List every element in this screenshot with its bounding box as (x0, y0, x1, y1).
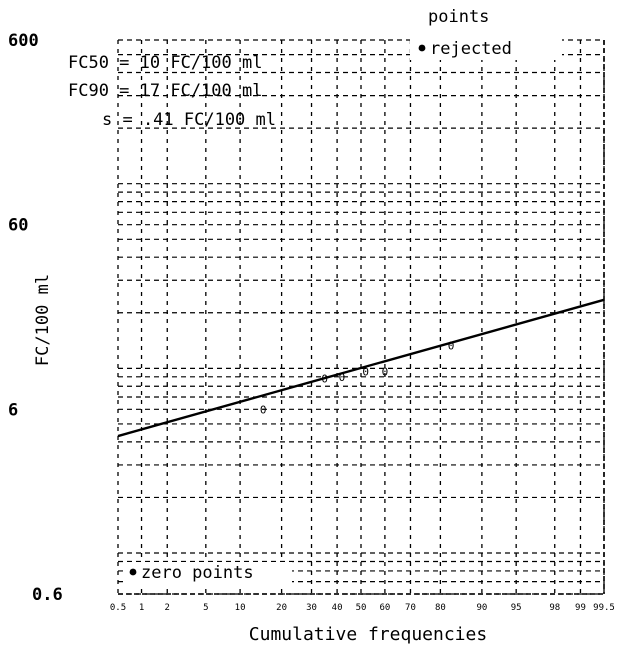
x-tick-label: 40 (332, 603, 343, 613)
x-tick-label: 70 (405, 603, 416, 613)
y-tick-label: 600 (8, 31, 39, 51)
y-tick-label: 60 (8, 216, 28, 236)
data-point: 0 (339, 371, 346, 384)
y-tick-label: 6 (8, 400, 18, 420)
data-point: 0 (448, 339, 455, 352)
x-tick-label: 50 (356, 603, 367, 613)
annotation-rejected: rejected (430, 39, 512, 59)
x-tick-label: 10 (235, 603, 246, 613)
stat-s: s = .41 FC/100 ml (102, 110, 276, 130)
x-tick-label: 80 (435, 603, 446, 613)
x-tick-label: 0.5 (110, 603, 126, 613)
y-axis-label: FC/100 ml (33, 274, 53, 366)
x-tick-label: 5 (203, 603, 208, 613)
stat-fc50: FC50 = 10 FC/100 ml (68, 53, 262, 73)
x-tick-label: 95 (511, 603, 522, 613)
x-tick-label: 30 (306, 603, 317, 613)
x-tick-label: 2 (165, 603, 170, 613)
fitted-line (117, 298, 605, 438)
annotation-zero-points: zero points (141, 563, 254, 583)
ticks: 0.5 1 2 5 10 20 30 40 50 60 70 80 90 95 98 99 99.5 0.6 6 60… (8, 31, 615, 613)
data-point: 0 (382, 366, 389, 379)
x-tick-label: 20 (276, 603, 287, 613)
x-axis-label: Cumulative frequencies (249, 624, 487, 645)
x-tick-label: 90 (476, 603, 487, 613)
x-tick-label: 99.5 (593, 603, 615, 613)
annotation-points: points (428, 7, 489, 27)
x-tick-label: 1 (139, 603, 144, 613)
data-point: 0 (260, 403, 267, 416)
marks: 00 0 0 00 (117, 298, 605, 438)
rejected-marker-icon (418, 44, 426, 52)
x-tick-label: 99 (575, 603, 586, 613)
x-tick-label: 60 (379, 603, 390, 613)
data-point: 0 (321, 373, 328, 386)
stat-fc90: FC90 = 17 FC/100 ml (68, 81, 262, 101)
zero-points-marker-icon (129, 568, 137, 576)
x-tick-label: 98 (549, 603, 560, 613)
data-point: 0 (362, 366, 369, 379)
y-tick-label: 0.6 (32, 585, 63, 605)
